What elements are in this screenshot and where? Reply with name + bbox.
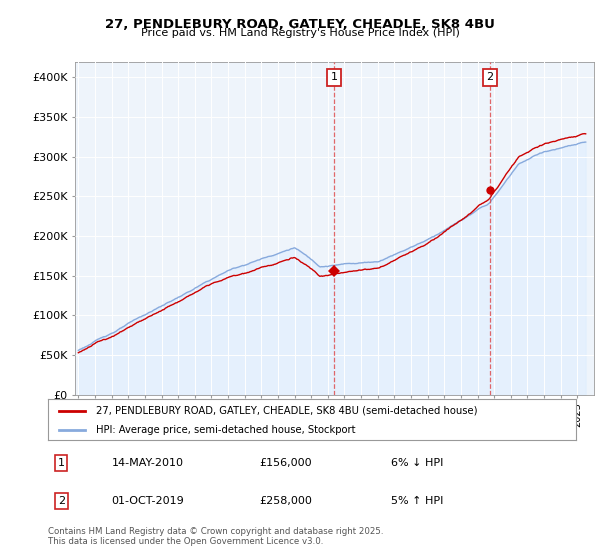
Text: 14-MAY-2010: 14-MAY-2010 xyxy=(112,458,184,468)
Text: 1: 1 xyxy=(331,72,338,82)
Text: 5% ↑ HPI: 5% ↑ HPI xyxy=(391,496,443,506)
Text: 2: 2 xyxy=(58,496,65,506)
Text: 6% ↓ HPI: 6% ↓ HPI xyxy=(391,458,443,468)
Text: 1: 1 xyxy=(58,458,65,468)
Text: 27, PENDLEBURY ROAD, GATLEY, CHEADLE, SK8 4BU: 27, PENDLEBURY ROAD, GATLEY, CHEADLE, SK… xyxy=(105,18,495,31)
Text: Contains HM Land Registry data © Crown copyright and database right 2025.
This d: Contains HM Land Registry data © Crown c… xyxy=(48,526,383,546)
Text: HPI: Average price, semi-detached house, Stockport: HPI: Average price, semi-detached house,… xyxy=(95,424,355,435)
Text: 2: 2 xyxy=(487,72,494,82)
Text: £156,000: £156,000 xyxy=(259,458,312,468)
Text: 01-OCT-2019: 01-OCT-2019 xyxy=(112,496,184,506)
Text: Price paid vs. HM Land Registry's House Price Index (HPI): Price paid vs. HM Land Registry's House … xyxy=(140,28,460,38)
Text: 27, PENDLEBURY ROAD, GATLEY, CHEADLE, SK8 4BU (semi-detached house): 27, PENDLEBURY ROAD, GATLEY, CHEADLE, SK… xyxy=(95,405,477,416)
Text: £258,000: £258,000 xyxy=(259,496,312,506)
